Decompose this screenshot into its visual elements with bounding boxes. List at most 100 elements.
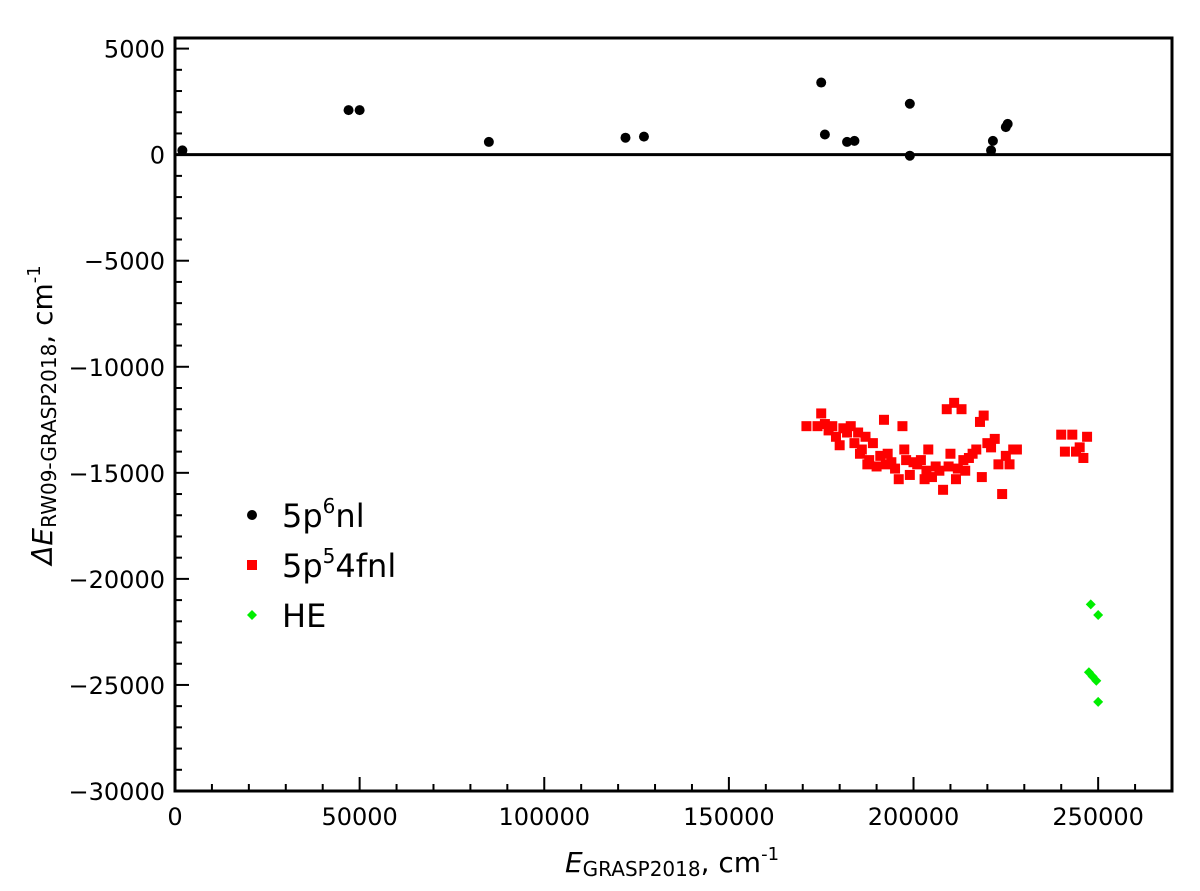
point-he xyxy=(1093,609,1104,620)
point-5p6nl xyxy=(986,145,997,156)
point-5p54fnl xyxy=(956,404,967,415)
point-5p54fnl xyxy=(849,438,860,449)
point-5p54fnl xyxy=(878,414,889,425)
point-5p54fnl xyxy=(974,416,985,427)
y-tick-label: −20000 xyxy=(69,566,165,594)
point-5p54fnl xyxy=(904,469,915,480)
point-5p54fnl xyxy=(812,421,823,432)
point-5p54fnl xyxy=(943,461,954,472)
point-5p6nl xyxy=(904,98,915,109)
legend-marker-diamond xyxy=(247,610,257,620)
point-5p54fnl xyxy=(1011,444,1022,455)
x-axis-ticks: 0 50000 100000 150000 200000 250000 xyxy=(167,777,1173,831)
y-tick-label: −15000 xyxy=(69,460,165,488)
point-5p6nl xyxy=(904,150,915,161)
legend-entry-he: HE xyxy=(247,597,326,635)
point-he xyxy=(1091,675,1102,686)
point-5p54fnl xyxy=(1004,459,1015,470)
legend-marker-circle xyxy=(247,510,257,520)
y-tick-label: 5000 xyxy=(104,36,165,64)
point-5p6nl xyxy=(819,129,830,140)
x-tick-label: 150000 xyxy=(683,803,775,831)
point-5p54fnl xyxy=(899,444,910,455)
point-5p6nl xyxy=(842,136,853,147)
point-5p54fnl xyxy=(926,472,937,483)
point-he xyxy=(1085,599,1096,610)
point-5p54fnl xyxy=(893,474,904,485)
point-5p54fnl xyxy=(945,448,956,459)
point-5p54fnl xyxy=(901,455,912,466)
legend: 5p6nl 5p54fnl HE xyxy=(247,494,396,635)
point-5p54fnl xyxy=(978,410,989,421)
x-tick-label: 0 xyxy=(167,803,182,831)
point-5p54fnl xyxy=(960,465,971,476)
point-5p54fnl xyxy=(1059,446,1070,457)
point-5p54fnl xyxy=(801,421,812,432)
point-5p54fnl xyxy=(880,459,891,470)
point-5p54fnl xyxy=(819,419,830,430)
point-5p54fnl xyxy=(830,431,841,442)
point-5p6nl xyxy=(620,132,631,143)
point-5p54fnl xyxy=(864,455,875,466)
point-5p54fnl xyxy=(949,397,960,408)
plot-frame xyxy=(173,36,1174,793)
point-5p54fnl xyxy=(1082,431,1093,442)
point-5p54fnl xyxy=(890,463,901,474)
point-5p54fnl xyxy=(958,455,969,466)
point-5p54fnl xyxy=(1067,429,1078,440)
point-5p54fnl xyxy=(919,474,930,485)
point-5p54fnl xyxy=(941,404,952,415)
point-5p6nl xyxy=(354,105,365,116)
point-5p6nl xyxy=(1002,118,1013,129)
legend-label-he: HE xyxy=(282,597,326,635)
point-5p54fnl xyxy=(842,427,853,438)
y-tick-label: −30000 xyxy=(69,778,165,806)
point-5p54fnl xyxy=(971,444,982,455)
point-5p6nl xyxy=(816,77,827,88)
x-tick-label: 200000 xyxy=(868,803,960,831)
point-5p54fnl xyxy=(856,444,867,455)
y-axis-label: ΔERW09-GRASP2018, cm-1 xyxy=(24,265,61,566)
y-tick-label: −25000 xyxy=(69,672,165,700)
point-5p6nl xyxy=(483,136,494,147)
x-axis-label: EGRASP2018, cm-1 xyxy=(565,844,779,881)
point-5p54fnl xyxy=(827,421,838,432)
point-5p54fnl xyxy=(1078,452,1089,463)
point-5p54fnl xyxy=(1056,429,1067,440)
point-5p54fnl xyxy=(952,463,963,474)
y-axis-ticks: 5000 0 −5000 −10000 −15000 −20000 −25000 −30000 xyxy=(69,36,189,806)
point-5p54fnl xyxy=(997,489,1008,500)
point-5p54fnl xyxy=(867,438,878,449)
point-5p54fnl xyxy=(860,431,871,442)
point-5p54fnl xyxy=(853,427,864,438)
point-5p54fnl xyxy=(915,455,926,466)
point-5p54fnl xyxy=(923,444,934,455)
point-5p54fnl xyxy=(845,421,856,432)
legend-label-5p6nl: 5p6nl xyxy=(282,494,365,535)
point-5p54fnl xyxy=(989,433,1000,444)
point-5p54fnl xyxy=(886,457,897,468)
point-5p54fnl xyxy=(897,421,908,432)
point-5p54fnl xyxy=(934,465,945,476)
point-5p6nl xyxy=(987,135,998,146)
y-tick-label: −5000 xyxy=(84,248,165,276)
x-tick-label: 50000 xyxy=(321,803,397,831)
point-5p54fnl xyxy=(834,440,845,451)
point-5p6nl xyxy=(177,145,188,156)
point-5p54fnl xyxy=(882,448,893,459)
point-5p54fnl xyxy=(986,442,997,453)
point-5p54fnl xyxy=(871,461,882,472)
point-5p54fnl xyxy=(816,408,827,419)
point-5p54fnl xyxy=(921,465,932,476)
point-5p6nl xyxy=(638,131,649,142)
point-5p54fnl xyxy=(875,450,886,461)
legend-label-5p54fnl: 5p54fnl xyxy=(282,544,396,585)
point-5p54fnl xyxy=(950,474,961,485)
point-5p54fnl xyxy=(1074,442,1085,453)
y-tick-label: 0 xyxy=(150,142,165,170)
y-tick-label: −10000 xyxy=(69,354,165,382)
point-5p54fnl xyxy=(993,459,1004,470)
x-tick-label: 100000 xyxy=(498,803,590,831)
point-5p54fnl xyxy=(976,472,987,483)
